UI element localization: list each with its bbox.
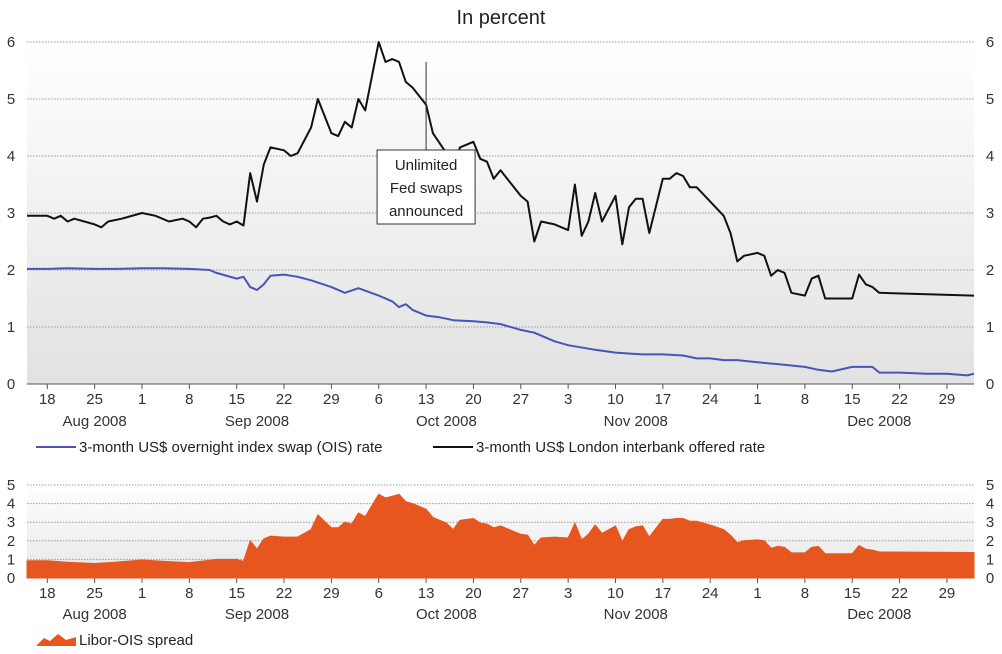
x-tick-label: 22 xyxy=(891,391,908,408)
x-tick-label: 18 xyxy=(39,585,56,602)
y-tick-label-left: 5 xyxy=(7,91,15,108)
x-tick-label: 15 xyxy=(844,585,861,602)
legend-swatch-spread xyxy=(36,634,76,646)
y-tick-label-right: 6 xyxy=(986,34,994,51)
x-tick-label: 8 xyxy=(801,391,809,408)
y-tick-label-right: 4 xyxy=(986,496,994,513)
x-month-label: Dec 2008 xyxy=(847,606,911,623)
ois-rate-line xyxy=(27,267,975,377)
x-tick-label: 6 xyxy=(375,585,383,602)
annotation-text: announced xyxy=(389,203,463,220)
y-tick-label-right: 3 xyxy=(986,205,994,222)
x-month-label: Sep 2008 xyxy=(225,413,289,430)
libor-ois-rates-chart: 0 01 12 23 34 45 56 618 25 1 8 15 22 29 6 13 20 27 3 10 17 24… xyxy=(7,34,994,456)
legend-label-spread: Libor-OIS spread xyxy=(79,632,193,649)
x-month-label: Aug 2008 xyxy=(63,606,127,623)
x-tick-label: 15 xyxy=(228,391,245,408)
libor-ois-spread-chart: 0 01 12 23 34 45 518 25 1 8 15 22 29 6 13 20 27 3 10 17 24 1 8… xyxy=(7,477,994,649)
x-tick-label: 25 xyxy=(86,391,103,408)
y-tick-label-left: 1 xyxy=(7,319,15,336)
y-tick-label-right: 4 xyxy=(986,148,994,165)
y-tick-label-left: 4 xyxy=(7,496,15,513)
x-tick-label: 29 xyxy=(323,391,340,408)
x-tick-label: 1 xyxy=(138,391,146,408)
y-tick-label-right: 5 xyxy=(986,477,994,494)
x-tick-label: 29 xyxy=(323,585,340,602)
legend-label-libor: 3-month US$ London interbank offered rat… xyxy=(476,439,765,456)
y-tick-label-right: 1 xyxy=(986,551,994,568)
y-tick-label-left: 0 xyxy=(7,376,15,393)
x-tick-label: 8 xyxy=(185,585,193,602)
x-tick-label: 27 xyxy=(512,391,529,408)
y-tick-label-left: 6 xyxy=(7,34,15,51)
libor-ois-spread-area xyxy=(26,493,975,579)
x-tick-label: 20 xyxy=(465,391,482,408)
y-tick-label-right: 2 xyxy=(986,533,994,550)
y-tick-label-left: 3 xyxy=(7,205,15,222)
x-tick-label: 15 xyxy=(228,585,245,602)
x-tick-label: 13 xyxy=(418,585,435,602)
annotation-text: Fed swaps xyxy=(390,180,463,197)
x-tick-label: 3 xyxy=(564,391,572,408)
y-tick-label-left: 2 xyxy=(7,533,15,550)
y-tick-label-right: 0 xyxy=(986,570,994,587)
x-tick-label: 18 xyxy=(39,391,56,408)
x-month-label: Nov 2008 xyxy=(604,413,668,430)
y-tick-label-right: 2 xyxy=(986,262,994,279)
y-tick-label-left: 0 xyxy=(7,570,15,587)
y-tick-label-left: 5 xyxy=(7,477,15,494)
x-tick-label: 10 xyxy=(607,391,624,408)
x-tick-label: 24 xyxy=(702,585,719,602)
x-tick-label: 6 xyxy=(375,391,383,408)
y-tick-label-right: 3 xyxy=(986,514,994,531)
x-tick-label: 17 xyxy=(654,391,671,408)
x-tick-label: 27 xyxy=(512,585,529,602)
x-month-label: Nov 2008 xyxy=(604,606,668,623)
annotation-text: Unlimited xyxy=(395,157,458,174)
x-tick-label: 25 xyxy=(86,585,103,602)
y-tick-label-left: 3 xyxy=(7,514,15,531)
x-month-label: Sep 2008 xyxy=(225,606,289,623)
y-tick-label-right: 0 xyxy=(986,376,994,393)
x-month-label: Oct 2008 xyxy=(416,606,477,623)
x-tick-label: 1 xyxy=(753,585,761,602)
x-tick-label: 17 xyxy=(654,585,671,602)
x-month-label: Oct 2008 xyxy=(416,413,477,430)
x-tick-label: 15 xyxy=(844,391,861,408)
x-month-label: Dec 2008 xyxy=(847,413,911,430)
x-month-label: Aug 2008 xyxy=(63,413,127,430)
y-tick-label-left: 4 xyxy=(7,148,15,165)
x-tick-label: 29 xyxy=(939,391,956,408)
y-tick-label-right: 1 xyxy=(986,319,994,336)
y-tick-label-left: 2 xyxy=(7,262,15,279)
x-tick-label: 10 xyxy=(607,585,624,602)
x-tick-label: 20 xyxy=(465,585,482,602)
x-tick-label: 22 xyxy=(276,585,293,602)
x-tick-label: 29 xyxy=(939,585,956,602)
chart-title: In percent xyxy=(457,7,546,29)
y-tick-label-right: 5 xyxy=(986,91,994,108)
annotation-box xyxy=(376,149,476,225)
y-tick-label-left: 1 xyxy=(7,551,15,568)
x-tick-label: 1 xyxy=(753,391,761,408)
x-tick-label: 3 xyxy=(564,585,572,602)
x-tick-label: 24 xyxy=(702,391,719,408)
x-tick-label: 8 xyxy=(185,391,193,408)
x-tick-label: 1 xyxy=(138,585,146,602)
legend-label-ois: 3-month US$ overnight index swap (OIS) r… xyxy=(79,439,382,456)
x-tick-label: 8 xyxy=(801,585,809,602)
x-tick-label: 13 xyxy=(418,391,435,408)
x-tick-label: 22 xyxy=(276,391,293,408)
libor-rate-line xyxy=(27,41,975,300)
x-tick-label: 22 xyxy=(891,585,908,602)
